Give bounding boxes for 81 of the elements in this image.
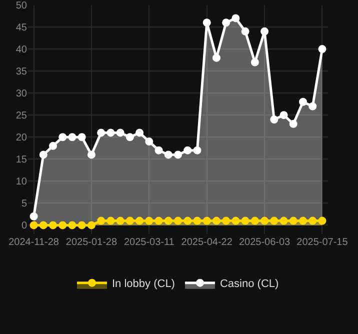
point — [58, 221, 67, 230]
point — [232, 216, 240, 225]
point — [154, 146, 163, 154]
y-tick-label: 15 — [16, 154, 28, 166]
point — [241, 216, 250, 225]
y-tick-label: 35 — [16, 66, 28, 78]
y-tick-label: 10 — [16, 176, 28, 188]
point — [289, 216, 298, 225]
point — [164, 150, 172, 159]
point — [318, 216, 326, 225]
point — [299, 98, 307, 106]
point — [106, 128, 115, 137]
y-tick-label: 5 — [21, 198, 28, 210]
point — [184, 146, 192, 154]
x-tick-label: 2025-03-11 — [124, 237, 175, 248]
point — [87, 221, 96, 230]
point — [87, 150, 96, 159]
y-tick-label: 40 — [16, 44, 28, 56]
point — [145, 138, 154, 146]
y-tick-label: 25 — [16, 110, 28, 122]
point — [299, 216, 307, 225]
legend-label: In lobby (CL) — [112, 278, 175, 290]
point — [174, 216, 182, 225]
x-tick-label: 2025-06-03 — [238, 237, 291, 248]
point — [202, 18, 211, 27]
point — [106, 216, 115, 225]
point — [154, 216, 163, 225]
point — [308, 216, 317, 225]
point — [193, 216, 202, 225]
point — [222, 18, 230, 27]
point — [193, 146, 202, 154]
point — [164, 216, 172, 225]
legend-label: Casino (CL) — [220, 278, 279, 290]
x-tick-label: 2024-11-28 — [8, 237, 60, 248]
point — [39, 221, 48, 230]
point — [280, 216, 288, 225]
point — [68, 221, 76, 230]
y-tick-label: 30 — [16, 88, 28, 100]
point — [136, 128, 144, 137]
point — [49, 142, 57, 150]
point — [222, 216, 230, 225]
y-tick-label: 45 — [16, 22, 28, 34]
point — [174, 150, 182, 159]
point — [212, 216, 220, 225]
point — [78, 221, 86, 230]
point — [232, 14, 240, 22]
x-tick-label: 2025-07-15 — [296, 237, 348, 248]
point — [126, 216, 134, 225]
point — [212, 54, 220, 62]
point — [68, 133, 76, 142]
point — [250, 58, 259, 66]
point — [270, 116, 278, 124]
point — [280, 111, 288, 120]
point — [318, 45, 326, 54]
point — [97, 216, 106, 225]
point — [97, 128, 106, 137]
point — [145, 216, 154, 225]
x-tick-label: 2025-04-22 — [181, 237, 233, 248]
point — [241, 27, 250, 36]
y-tick-label: 50 — [16, 0, 28, 12]
y-tick-label: 0 — [21, 220, 28, 232]
point — [136, 216, 144, 225]
y-tick-label: 20 — [16, 132, 28, 144]
point — [202, 216, 211, 225]
point — [260, 27, 269, 36]
point — [116, 128, 124, 137]
point — [184, 216, 192, 225]
point — [308, 102, 317, 110]
point — [30, 221, 38, 230]
point — [58, 133, 67, 142]
point — [270, 216, 278, 225]
point — [116, 216, 124, 225]
point — [30, 212, 38, 220]
x-tick-label: 2025-01-28 — [66, 237, 118, 248]
point — [260, 216, 269, 225]
point — [289, 120, 298, 128]
point — [126, 133, 134, 142]
point — [49, 221, 57, 230]
point — [250, 216, 259, 225]
point — [78, 133, 86, 142]
point — [39, 150, 48, 159]
